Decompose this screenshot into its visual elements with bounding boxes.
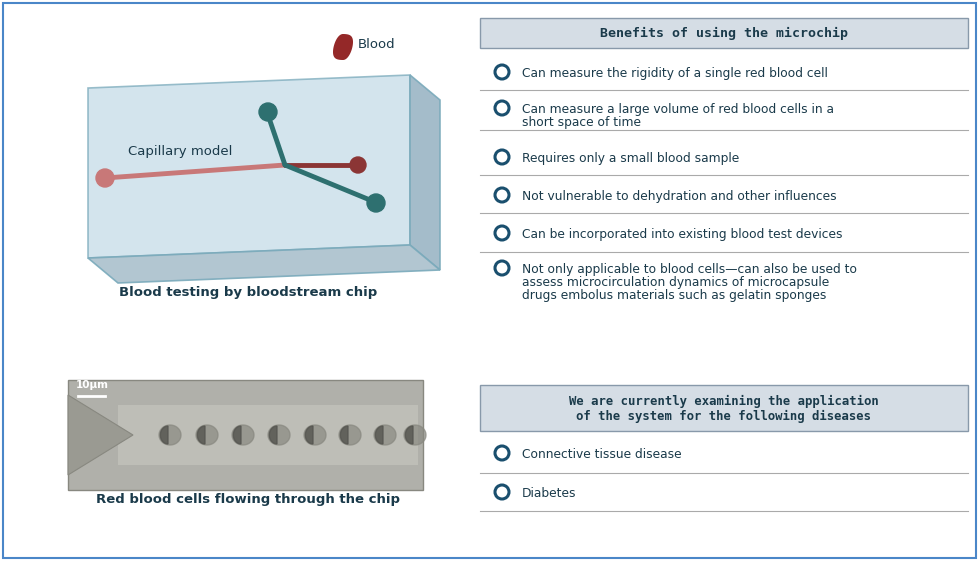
Text: Diabetes: Diabetes	[521, 487, 576, 500]
FancyBboxPatch shape	[67, 380, 422, 490]
Text: Not vulnerable to dehydration and other influences: Not vulnerable to dehydration and other …	[521, 190, 836, 203]
Text: short space of time: short space of time	[521, 116, 641, 129]
Polygon shape	[158, 425, 181, 445]
Text: Can be incorporated into existing blood test devices: Can be incorporated into existing blood …	[521, 228, 842, 241]
Text: drugs embolus materials such as gelatin sponges: drugs embolus materials such as gelatin …	[521, 289, 825, 302]
Polygon shape	[333, 34, 353, 60]
Polygon shape	[88, 75, 410, 258]
Circle shape	[495, 485, 509, 499]
Polygon shape	[160, 426, 168, 444]
Text: Capillary model: Capillary model	[128, 145, 232, 158]
Polygon shape	[410, 75, 439, 270]
Text: Can measure the rigidity of a single red blood cell: Can measure the rigidity of a single red…	[521, 67, 827, 80]
Polygon shape	[67, 395, 133, 475]
Polygon shape	[232, 425, 253, 445]
Text: Not only applicable to blood cells—can also be used to: Not only applicable to blood cells—can a…	[521, 263, 856, 276]
FancyBboxPatch shape	[3, 3, 975, 558]
Polygon shape	[269, 426, 277, 444]
Circle shape	[350, 157, 366, 173]
Polygon shape	[375, 426, 382, 444]
Text: Blood: Blood	[358, 38, 395, 51]
Circle shape	[367, 194, 384, 212]
Circle shape	[495, 446, 509, 460]
Circle shape	[495, 188, 509, 202]
Polygon shape	[405, 426, 413, 444]
Polygon shape	[305, 426, 313, 444]
Circle shape	[259, 103, 277, 121]
Polygon shape	[338, 425, 361, 445]
Polygon shape	[88, 245, 439, 283]
Polygon shape	[196, 425, 218, 445]
Polygon shape	[374, 425, 395, 445]
Polygon shape	[233, 426, 241, 444]
Circle shape	[96, 169, 113, 187]
Polygon shape	[198, 426, 204, 444]
Circle shape	[495, 150, 509, 164]
Text: Connective tissue disease: Connective tissue disease	[521, 448, 681, 461]
Text: Can measure a large volume of red blood cells in a: Can measure a large volume of red blood …	[521, 103, 833, 116]
Text: Requires only a small blood sample: Requires only a small blood sample	[521, 152, 738, 165]
Text: We are currently examining the application: We are currently examining the applicati…	[568, 394, 878, 407]
FancyBboxPatch shape	[479, 18, 967, 48]
Circle shape	[495, 101, 509, 115]
Polygon shape	[304, 425, 326, 445]
Circle shape	[495, 65, 509, 79]
Text: Benefits of using the microchip: Benefits of using the microchip	[600, 26, 847, 39]
Text: Red blood cells flowing through the chip: Red blood cells flowing through the chip	[96, 493, 400, 506]
FancyBboxPatch shape	[479, 385, 967, 431]
Polygon shape	[268, 425, 289, 445]
FancyBboxPatch shape	[118, 405, 418, 465]
Text: of the system for the following diseases: of the system for the following diseases	[576, 410, 870, 422]
Circle shape	[495, 226, 509, 240]
Text: Blood testing by bloodstream chip: Blood testing by bloodstream chip	[118, 286, 377, 299]
Text: 10μm: 10μm	[76, 380, 109, 390]
Circle shape	[495, 261, 509, 275]
Polygon shape	[340, 426, 347, 444]
Polygon shape	[404, 425, 425, 445]
Text: assess microcirculation dynamics of microcapsule: assess microcirculation dynamics of micr…	[521, 276, 828, 289]
